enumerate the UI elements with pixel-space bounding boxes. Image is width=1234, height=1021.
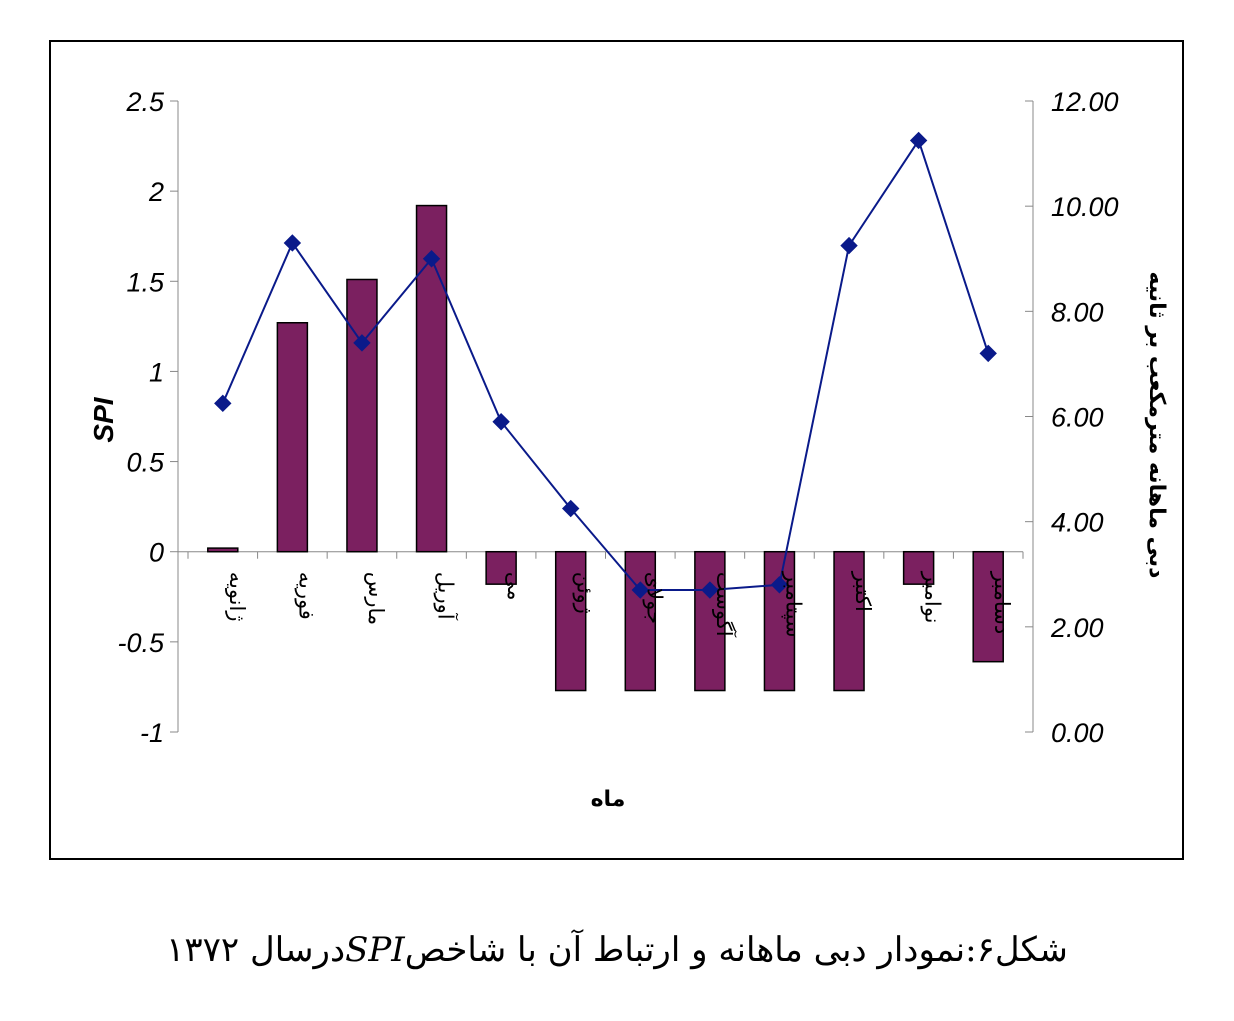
category-label: می	[503, 572, 527, 601]
left-axis-title: SPI	[88, 396, 119, 442]
category-label: جولای	[642, 572, 666, 624]
bar	[902, 550, 935, 585]
right-tick-label: 8.00	[1051, 297, 1104, 327]
caption-prefix: شکل۶:نمودار دبی ماهانه و ارتباط آن با شا…	[404, 930, 1068, 970]
line-marker	[840, 236, 858, 255]
category-label: فوریه	[294, 572, 318, 620]
category-label: آگوست	[712, 572, 737, 638]
caption-index-name: SPI	[345, 930, 405, 970]
bar	[207, 547, 239, 553]
line-marker	[701, 581, 719, 599]
bar	[972, 550, 1004, 663]
right-axis-title: دبی ماهانه مترمکعب بر ثانیه	[1144, 272, 1169, 579]
category-label: اکتبر	[851, 571, 875, 612]
left-tick-label: -1	[140, 718, 164, 748]
left-tick-label: 2.5	[125, 87, 165, 117]
category-label: سپتامبر	[781, 571, 805, 638]
right-tick-label: 6.00	[1051, 403, 1104, 433]
left-tick-label: 0.5	[126, 448, 165, 478]
bar	[833, 550, 865, 692]
bar	[276, 322, 309, 553]
right-tick-label: 0.00	[1051, 718, 1104, 748]
bar	[485, 550, 517, 585]
figure-caption: شکل۶:نمودار دبی ماهانه و ارتباط آن با شا…	[0, 930, 1234, 970]
line-marker	[631, 581, 649, 599]
bar	[624, 550, 657, 692]
right-tick-label: 10.00	[1051, 192, 1119, 222]
line-marker	[492, 413, 510, 431]
line-marker	[353, 334, 371, 352]
x-categories: ژانویه فوریه مارس آوریل می ژوئن جولای آگوست سپتا…	[225, 571, 1014, 638]
category-label: آوریل	[434, 572, 459, 621]
category-label: نوامبر	[921, 571, 945, 624]
right-tick-label: 2.00	[1050, 613, 1104, 643]
bar	[763, 550, 796, 692]
chart-frame	[49, 40, 1184, 860]
bar	[694, 550, 726, 692]
left-tick-label: 0	[149, 538, 164, 568]
category-label: دسامبر	[990, 571, 1014, 635]
left-tick-label: -0.5	[117, 628, 165, 658]
line-series	[214, 131, 997, 599]
line-marker	[909, 131, 928, 150]
left-axis: 2.5 2 1.5 1 0.5 0 -0.5 -1	[117, 87, 1024, 748]
category-label: ژوئن	[573, 572, 597, 614]
line-marker	[422, 250, 441, 268]
x-axis-title: ماه	[591, 787, 626, 812]
line-marker	[770, 576, 789, 594]
bar	[554, 550, 587, 692]
category-label: ژانویه	[225, 572, 249, 622]
right-axis: 12.00 10.00 8.00 6.00 4.00 2.00 0.00	[1025, 87, 1119, 748]
line-path	[221, 138, 990, 592]
line-marker	[283, 234, 302, 252]
left-tick-label: 1	[149, 357, 164, 387]
line-marker	[214, 394, 232, 413]
line-marker	[979, 344, 997, 363]
caption-suffix: درسال ۱۳۷۲	[166, 930, 346, 970]
category-label: مارس	[364, 572, 388, 625]
bar	[346, 278, 378, 553]
line-marker	[562, 499, 580, 518]
right-tick-label: 4.00	[1051, 508, 1104, 538]
left-tick-label: 2	[148, 177, 164, 207]
right-tick-label: 12.00	[1051, 87, 1119, 117]
left-tick-label: 1.5	[126, 267, 165, 297]
